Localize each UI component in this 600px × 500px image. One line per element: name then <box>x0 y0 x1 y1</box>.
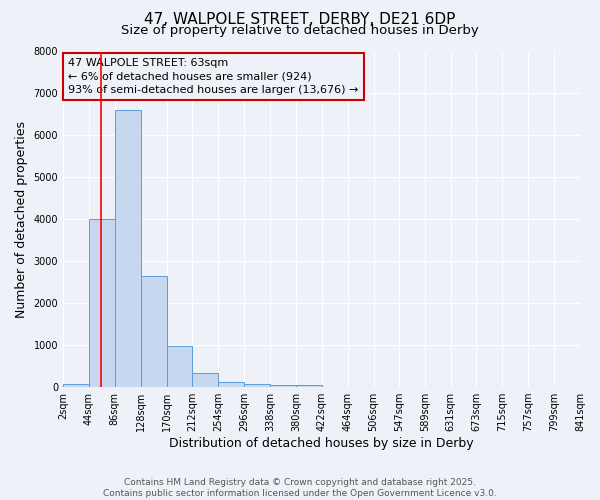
Bar <box>89 220 115 387</box>
Text: Size of property relative to detached houses in Derby: Size of property relative to detached ho… <box>121 24 479 37</box>
Bar <box>63 384 89 387</box>
Bar <box>244 384 270 387</box>
Bar <box>115 110 140 387</box>
Bar <box>218 382 244 387</box>
Bar <box>296 385 322 387</box>
Y-axis label: Number of detached properties: Number of detached properties <box>15 121 28 318</box>
Bar <box>167 346 193 387</box>
Bar <box>140 276 167 387</box>
Text: 47 WALPOLE STREET: 63sqm
← 6% of detached houses are smaller (924)
93% of semi-d: 47 WALPOLE STREET: 63sqm ← 6% of detache… <box>68 58 359 94</box>
X-axis label: Distribution of detached houses by size in Derby: Distribution of detached houses by size … <box>169 437 474 450</box>
Text: Contains HM Land Registry data © Crown copyright and database right 2025.
Contai: Contains HM Land Registry data © Crown c… <box>103 478 497 498</box>
Bar <box>193 373 218 387</box>
Bar <box>270 385 296 387</box>
Text: 47, WALPOLE STREET, DERBY, DE21 6DP: 47, WALPOLE STREET, DERBY, DE21 6DP <box>145 12 455 28</box>
